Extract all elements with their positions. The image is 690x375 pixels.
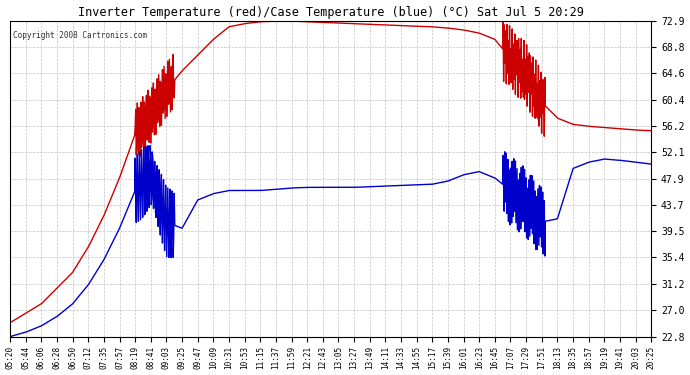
Text: Copyright 2008 Cartronics.com: Copyright 2008 Cartronics.com	[13, 31, 148, 40]
Title: Inverter Temperature (red)/Case Temperature (blue) (°C) Sat Jul 5 20:29: Inverter Temperature (red)/Case Temperat…	[78, 6, 584, 18]
